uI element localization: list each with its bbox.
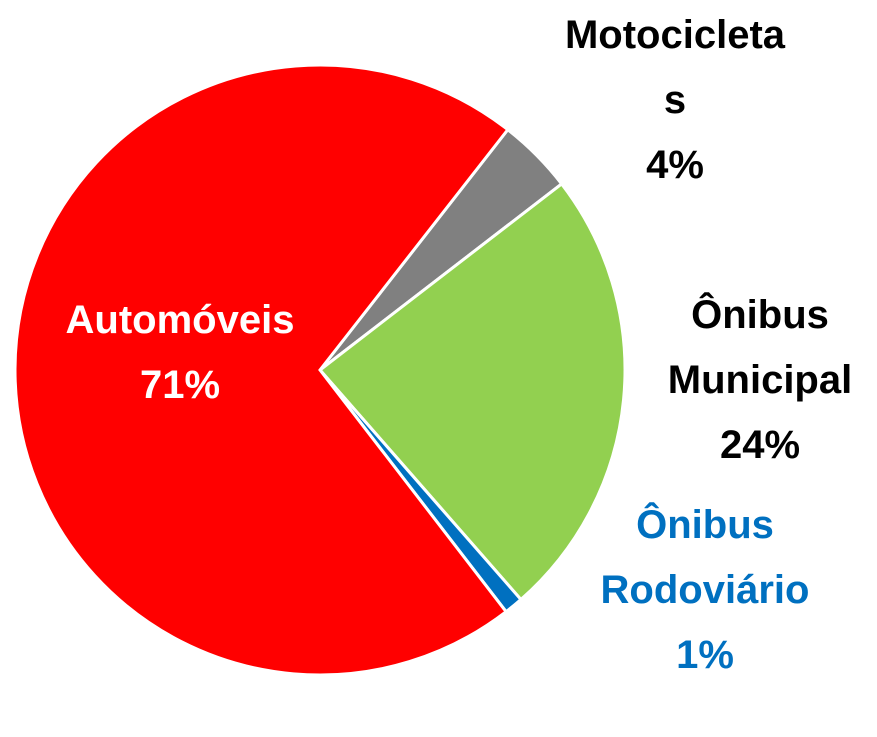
slice-label: Ônibus Municipal 24%: [640, 283, 877, 478]
pie-slice: [317, 181, 627, 602]
value-label: 24%: [719, 423, 801, 467]
value-label: 4%: [646, 143, 704, 187]
slice-label: Automóveis 71%: [55, 288, 305, 418]
category-label: Ônibus Municipal: [667, 293, 853, 402]
pie-slice: [13, 63, 510, 677]
slice-label: Motocicletas 4%: [560, 3, 790, 198]
value-label: 1%: [676, 633, 734, 677]
category-label: Automóveis: [65, 298, 295, 342]
category-label: Ônibus Rodoviário: [600, 503, 810, 612]
category-label: Motocicletas: [564, 13, 786, 122]
value-label: 71%: [139, 363, 221, 407]
slice-label: Ônibus Rodoviário 1%: [590, 493, 820, 688]
